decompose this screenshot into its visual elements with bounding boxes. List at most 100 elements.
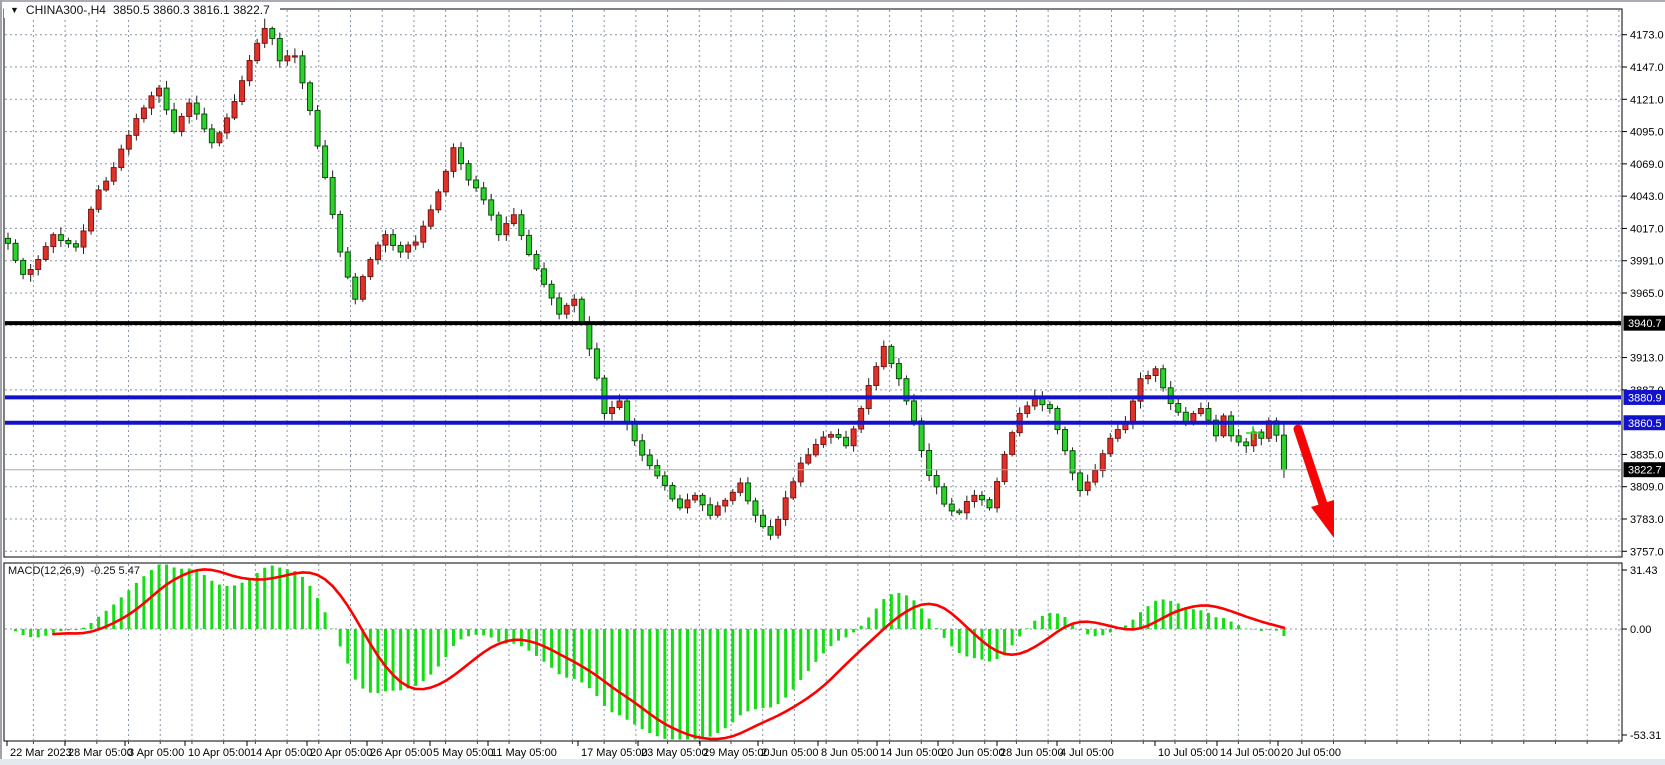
time-axis-label: 14 Jul 05:00 (1220, 747, 1280, 759)
time-axis-label: 20 Apr 05:00 (310, 747, 372, 759)
macd-axis: 31.43 0.00 -53.31 (1622, 565, 1661, 742)
time-axis-label: 26 Apr 05:00 (370, 747, 432, 759)
time-axis-label: 3 Apr 05:00 (128, 747, 184, 759)
candle (1213, 419, 1219, 437)
time-axis-label: 28 Jun 05:00 (1000, 747, 1064, 759)
candle (744, 482, 751, 502)
candle (276, 37, 283, 62)
candle (1069, 450, 1076, 474)
candle (616, 400, 623, 409)
candle (639, 440, 646, 456)
candle (50, 234, 57, 248)
candle (820, 436, 827, 445)
macd-histogram (14, 564, 1286, 740)
candle (1114, 429, 1121, 439)
price-axis-label: 4069.0 (1630, 159, 1664, 171)
candle (246, 59, 253, 82)
candle (450, 147, 457, 172)
candle (171, 109, 178, 133)
candle (692, 494, 699, 501)
candle (911, 400, 917, 422)
candle (714, 505, 721, 516)
candle (510, 214, 517, 225)
candle (525, 234, 532, 256)
candle (1228, 415, 1235, 437)
time-axis-label: 14 Jun 05:00 (880, 747, 944, 759)
candles (5, 18, 1287, 541)
candle (5, 237, 11, 244)
price-badges: 3940.7 3880.9 3860.5 3822.7 (1623, 315, 1665, 478)
main-pane (3, 8, 1623, 558)
candle (812, 443, 819, 456)
candle (956, 510, 963, 514)
candle (163, 87, 170, 111)
price-axis-label: 3913.0 (1630, 353, 1664, 365)
candle (737, 482, 744, 493)
candle (707, 504, 714, 516)
candle (1009, 432, 1016, 455)
candle (1152, 368, 1159, 377)
down-arrow-shaft[interactable] (1293, 424, 1328, 509)
candle (563, 304, 570, 315)
candle (986, 499, 993, 509)
price-axis-label: 3965.0 (1630, 288, 1664, 300)
symbol-dropdown-icon[interactable]: ▼ (10, 5, 19, 15)
symbol-period-label: CHINA300-,H4 (25, 3, 106, 17)
candle (782, 497, 789, 520)
candle (1054, 407, 1061, 431)
price-badge-label: 3940.7 (1628, 318, 1662, 330)
candle (261, 28, 268, 44)
candle (374, 244, 381, 260)
macd-indicator-label: MACD(12,26,9) -0.25 5.47 (8, 565, 140, 577)
window-left-border (0, 0, 2, 765)
candle (359, 276, 366, 300)
candle (465, 163, 472, 181)
candle (367, 258, 374, 278)
candle (12, 242, 19, 261)
candle (329, 177, 336, 215)
candle (1243, 441, 1250, 447)
candle (1107, 437, 1114, 455)
time-axis-label: 23 May 05:00 (641, 747, 708, 759)
time-axis-label: 17 May 05:00 (581, 747, 648, 759)
macd-axis-label: 0.00 (1630, 624, 1651, 636)
time-axis-label: 11 May 05:00 (491, 747, 557, 759)
level-lines[interactable] (5, 321, 1621, 471)
macd-name-label: MACD(12,26,9) (8, 565, 85, 577)
candle (223, 117, 230, 134)
candle (337, 213, 344, 253)
candle (299, 55, 306, 84)
candle (1175, 403, 1182, 413)
candle (118, 148, 125, 169)
time-axis-label: 29 May 05:00 (703, 747, 770, 759)
candle (1084, 481, 1091, 491)
candle (1062, 429, 1068, 452)
price-axis-label: 3835.0 (1630, 449, 1664, 461)
candle (903, 378, 910, 402)
candle (654, 465, 661, 477)
candle (676, 498, 683, 509)
time-axis-label: 28 Mar 05:00 (68, 747, 133, 759)
price-axis-label: 4017.0 (1630, 223, 1664, 235)
candle (1197, 407, 1204, 415)
macd-pane (3, 562, 1623, 742)
price-axis-label: 4173.0 (1630, 30, 1664, 42)
candle (1235, 435, 1242, 443)
candle (42, 246, 49, 260)
candle (797, 462, 804, 483)
candle (208, 128, 215, 144)
price-axis-label: 3783.0 (1630, 514, 1664, 526)
down-arrow-head[interactable] (1311, 500, 1334, 538)
price-axis-label: 4121.0 (1630, 94, 1664, 106)
candle (80, 230, 87, 248)
candle (1205, 407, 1212, 421)
time-axis-label: 2 Jun 05:00 (761, 747, 819, 759)
price-badge (1623, 462, 1665, 478)
candle (193, 102, 200, 115)
candle (503, 223, 510, 236)
candle (933, 475, 940, 488)
time-axis-label: 10 Jul 05:00 (1158, 747, 1218, 759)
candle (420, 225, 427, 243)
